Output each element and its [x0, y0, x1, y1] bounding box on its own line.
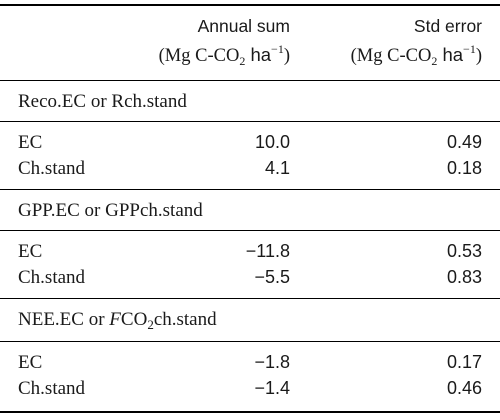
row-label: Ch.stand — [18, 378, 86, 399]
std-error-value: 0.17 — [446, 352, 482, 372]
row-label: EC — [18, 352, 43, 373]
group-rule — [0, 230, 500, 231]
annual-sum-value: −1.8 — [254, 352, 290, 372]
row-label: Ch.stand — [18, 267, 86, 288]
top-rule — [0, 4, 500, 6]
col-header-annual-sum: Annual sum — [197, 16, 290, 36]
header-rule — [0, 80, 500, 81]
section-rule — [0, 298, 500, 299]
group-title-reco: Reco.EC or Rch.stand — [18, 91, 187, 112]
row-label: EC — [18, 241, 43, 262]
section-rule — [0, 189, 500, 190]
row-label: Ch.stand — [18, 158, 86, 179]
std-error-value: 0.49 — [446, 132, 482, 152]
std-error-value: 0.18 — [446, 158, 482, 178]
row-label: EC — [18, 132, 43, 153]
annual-sum-value: −11.8 — [245, 241, 290, 261]
annual-sum-value: 4.1 — [264, 158, 290, 178]
group-rule — [0, 121, 500, 122]
bottom-rule — [0, 411, 500, 413]
col-units-std-error: (Mg C-CO2 ha−1) — [350, 42, 482, 68]
group-title-gpp: GPP.EC or GPPch.stand — [18, 200, 203, 221]
group-rule — [0, 341, 500, 342]
annual-sum-value: −5.5 — [254, 267, 290, 287]
col-units-annual-sum: (Mg C-CO2 ha−1) — [158, 42, 290, 68]
std-error-value: 0.46 — [446, 378, 482, 398]
group-title-nee: NEE.EC or FCO2ch.stand — [18, 309, 217, 332]
col-header-std-error: Std error — [413, 16, 482, 36]
annual-sum-value: −1.4 — [254, 378, 290, 398]
std-error-value: 0.53 — [446, 241, 482, 261]
annual-sum-value: 10.0 — [254, 132, 290, 152]
std-error-value: 0.83 — [446, 267, 482, 287]
